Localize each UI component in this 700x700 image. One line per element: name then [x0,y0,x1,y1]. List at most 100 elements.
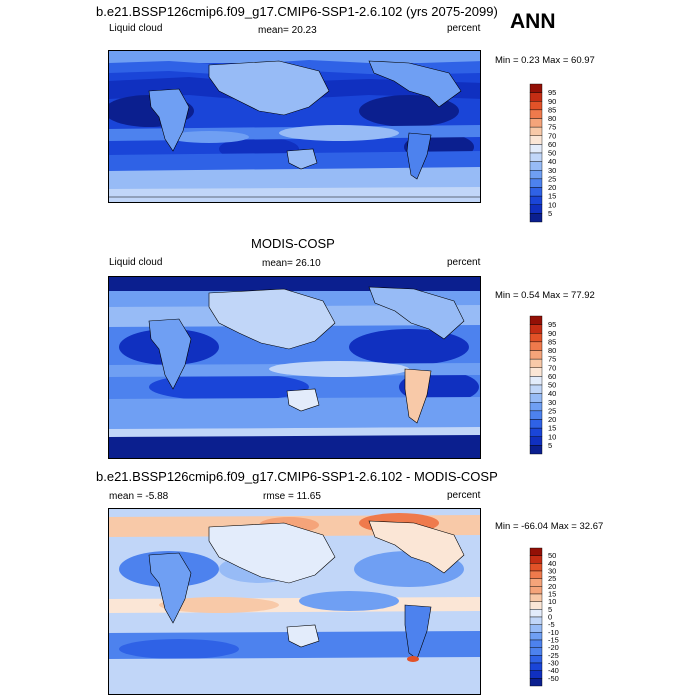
colorbar-tick-label: 15 [548,590,556,599]
colorbar-tick-label: 50 [548,551,556,560]
panel1-map [108,50,481,203]
colorbar-tick-label: 80 [548,346,556,355]
colorbar-tick-label: 75 [548,355,556,364]
panel2-units-label: percent [447,257,481,268]
colorbar-box [529,616,543,625]
colorbar-tick-label: 10 [548,597,556,606]
colorbar-tick-label: -10 [548,628,559,637]
colorbar-box [529,187,543,197]
colorbar-tick-label: 15 [548,424,556,433]
colorbar-box [529,445,543,455]
colorbar-box [529,570,543,579]
colorbar-tick-label: 5 [548,605,552,614]
colorbar-tick-label: 95 [548,88,556,97]
colorbar-box [529,578,543,587]
colorbar-tick-label: 90 [548,329,556,338]
colorbar-box [529,213,543,223]
colorbar-tick-label: 10 [548,432,556,441]
colorbar-tick-label: -5 [548,620,555,629]
panel1-map-field [109,51,480,202]
season-label: ANN [510,10,556,33]
colorbar-tick-label: 40 [548,559,556,568]
colorbar-box [529,655,543,664]
colorbar-box [529,367,543,377]
colorbar-box [529,324,543,334]
colorbar-box [529,161,543,171]
colorbar-tick-label: 30 [548,166,556,175]
colorbar-tick-label: 10 [548,200,556,209]
colorbar-tick-label: 75 [548,123,556,132]
colorbar-tick-label: -50 [548,674,559,683]
colorbar-box [529,419,543,429]
colorbar-box [529,101,543,111]
colorbar-tick-label: 5 [548,209,552,218]
colorbar-box [529,83,543,93]
panel2-title: MODIS-COSP [251,236,335,251]
colorbar-tick-label: 25 [548,406,556,415]
colorbar-tick-label: 25 [548,174,556,183]
colorbar-box [529,333,543,343]
colorbar-box [529,118,543,128]
colorbar-box [529,662,543,671]
panel3-mean-label: mean = -5.88 [109,491,169,502]
panel3-map-field [109,509,480,694]
panel3-map [108,508,481,695]
panel1-minmax: Min = 0.23 Max = 60.97 [495,55,595,66]
colorbar-box [529,135,543,145]
colorbar-box [529,670,543,679]
colorbar-box [529,555,543,564]
colorbar-tick-label: 25 [548,574,556,583]
colorbar-box [529,195,543,205]
colorbar-tick-label: 0 [548,613,552,622]
colorbar-box [529,376,543,386]
colorbar-tick-label: 60 [548,140,556,149]
colorbar-box [529,624,543,633]
panel2-map-field [109,277,480,458]
colorbar-tick-label: 50 [548,149,556,158]
colorbar-tick-label: 15 [548,192,556,201]
panel1-units-label: percent [447,23,481,34]
panel1-mean-label: mean= 20.23 [258,25,317,36]
colorbar-box [529,144,543,154]
colorbar-tick-label: -30 [548,659,559,668]
colorbar-tick-label: -15 [548,636,559,645]
colorbar-tick-label: 70 [548,363,556,372]
colorbar-box [529,393,543,403]
colorbar-tick-label: 30 [548,567,556,576]
colorbar-box [529,178,543,188]
colorbar-box [529,678,543,687]
panel3-minmax: Min = -66.04 Max = 32.67 [495,521,604,532]
colorbar-box [529,601,543,610]
panel1-variable-label: Liquid cloud [109,23,163,34]
colorbar-tick-label: 20 [548,582,556,591]
panel3-title: b.e21.BSSP126cmip6.f09_g17.CMIP6-SSP1-2.… [96,469,498,484]
colorbar-box [529,427,543,437]
colorbar-box [529,126,543,136]
colorbar-box [529,410,543,420]
colorbar-tick-label: 20 [548,415,556,424]
colorbar-box [529,647,543,656]
colorbar-tick-label: 90 [548,97,556,106]
panel2-map [108,276,481,459]
colorbar-box [529,632,543,641]
colorbar-tick-label: 40 [548,389,556,398]
colorbar-tick-label: 50 [548,381,556,390]
colorbar-box [529,639,543,648]
panel1-title: b.e21.BSSP126cmip6.f09_g17.CMIP6-SSP1-2.… [96,4,498,19]
colorbar-box [529,350,543,360]
colorbar-box [529,170,543,180]
colorbar-box [529,152,543,162]
colorbar-tick-label: 5 [548,441,552,450]
colorbar-tick-label: -25 [548,651,559,660]
colorbar-tick-label: 70 [548,131,556,140]
colorbar-box [529,315,543,325]
colorbar-tick-label: -40 [548,666,559,675]
colorbar-box [529,109,543,119]
panel2-variable-label: Liquid cloud [109,257,163,268]
colorbar-box [529,384,543,394]
panel2-minmax: Min = 0.54 Max = 77.92 [495,290,595,301]
colorbar-tick-label: 95 [548,320,556,329]
